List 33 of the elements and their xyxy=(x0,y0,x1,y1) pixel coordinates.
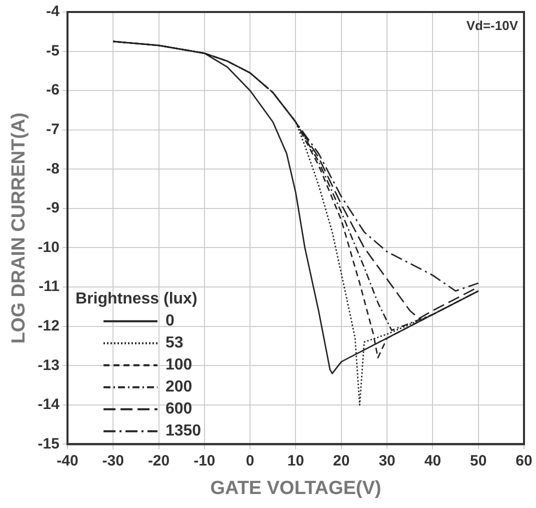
legend-label: 100 xyxy=(165,356,192,374)
x-tick-label: 20 xyxy=(333,452,350,470)
y-tick-label: -14 xyxy=(38,396,60,414)
legend-label: 200 xyxy=(165,378,192,396)
y-tick-label: -12 xyxy=(38,317,60,334)
x-axis-title: GATE VOLTAGE(V) xyxy=(210,478,382,499)
y-tick-label: -9 xyxy=(46,200,60,217)
x-tick-label: -20 xyxy=(148,452,170,470)
legend-label: 1350 xyxy=(165,422,202,440)
y-tick-label: -10 xyxy=(38,238,60,256)
legend-label: 600 xyxy=(165,400,192,418)
x-tick-label: -10 xyxy=(194,452,216,470)
x-tick-label: 10 xyxy=(287,452,304,470)
y-tick-label: -11 xyxy=(38,278,60,296)
x-tick-label: 30 xyxy=(378,452,396,470)
legend-title: Brightness (lux) xyxy=(75,290,198,308)
annotation: Vd=-10V xyxy=(466,18,518,34)
y-tick-label: -8 xyxy=(46,160,60,178)
x-tick-label: -30 xyxy=(102,452,124,470)
legend-label: 0 xyxy=(165,312,174,330)
y-tick-label: -15 xyxy=(38,435,60,452)
x-tick-label: 40 xyxy=(424,452,442,470)
x-tick-label: 0 xyxy=(246,452,254,470)
legend-label: 53 xyxy=(165,334,184,352)
x-tick-label: -40 xyxy=(56,452,78,470)
x-tick-label: 50 xyxy=(470,452,487,470)
y-tick-label: -4 xyxy=(46,3,60,20)
y-tick-label: -6 xyxy=(46,82,60,99)
y-axis-title: LOG DRAIN CURRENT(A) xyxy=(8,112,30,344)
y-tick-label: -5 xyxy=(46,42,60,60)
y-tick-label: -7 xyxy=(46,121,60,138)
y-tick-label: -13 xyxy=(38,356,60,374)
x-tick-label: 60 xyxy=(516,452,532,470)
